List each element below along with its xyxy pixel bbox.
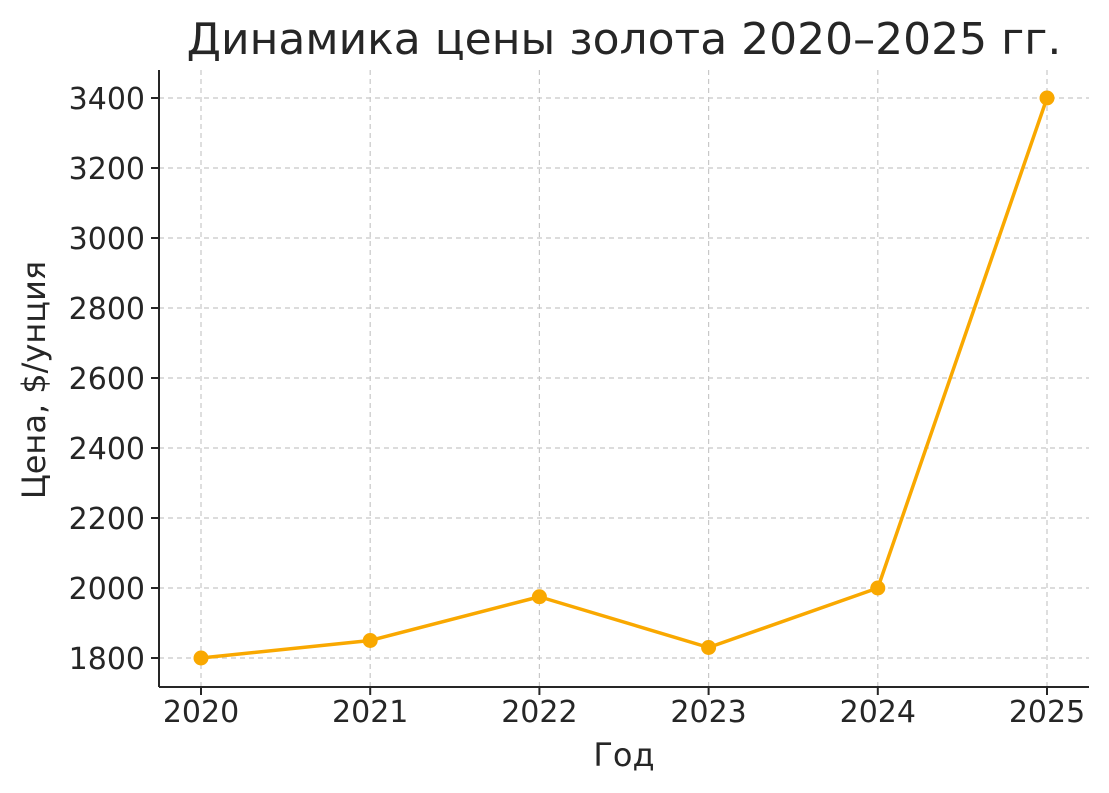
y-tick-label: 3200 (69, 152, 145, 187)
data-point (870, 580, 886, 596)
x-tick-label: 2024 (840, 695, 916, 730)
x-tick-label: 2025 (1009, 695, 1085, 730)
data-point (701, 640, 717, 655)
x-tick-label: 2021 (332, 695, 408, 730)
series (193, 90, 1055, 666)
x-tick-label: 2020 (163, 695, 239, 730)
x-tick-label: 2023 (670, 695, 746, 730)
y-tick-label: 2400 (69, 432, 145, 467)
y-tick-label: 2800 (69, 292, 145, 327)
series-line (199, 96, 1049, 660)
data-point (531, 589, 547, 605)
y-tick-label: 1800 (69, 642, 145, 677)
chart-title: Динамика цены золота 2020–2025 гг. (187, 14, 1062, 65)
y-ticks: 1800 2000 2200 2400 2600 2800 3000 3200 3400 (69, 82, 159, 677)
y-axis-label: Цена, $/унция (15, 261, 53, 499)
x-ticks: 2020 2021 2022 2023 2024 2025 (163, 687, 1085, 730)
data-point (193, 650, 209, 666)
y-tick-label: 2200 (69, 502, 145, 537)
y-tick-label: 2000 (69, 572, 145, 607)
x-axis-label: Год (593, 736, 654, 774)
grid (159, 70, 1089, 687)
y-tick-label: 3000 (69, 222, 145, 257)
data-point (362, 633, 378, 648)
y-tick-label: 2600 (69, 362, 145, 397)
data-point (1039, 90, 1055, 106)
x-tick-label: 2022 (501, 695, 577, 730)
y-tick-label: 3400 (69, 82, 145, 117)
